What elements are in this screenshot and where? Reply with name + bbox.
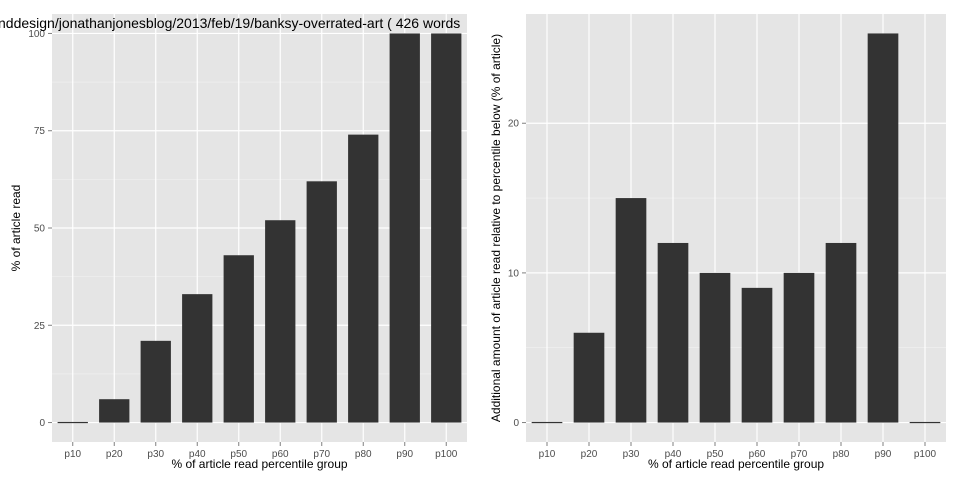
x-tick-label: p80 <box>833 449 850 460</box>
x-tick-label: p40 <box>665 449 682 460</box>
x-tick-label: p90 <box>396 449 413 460</box>
x-tick-label: p100 <box>914 449 937 460</box>
bar-p100 <box>909 421 941 424</box>
bar-p80 <box>348 134 379 423</box>
y-axis-title: Additional amount of article read relati… <box>489 34 503 422</box>
x-tick-label: p30 <box>623 449 640 460</box>
x-tick-label: p50 <box>707 449 724 460</box>
bar-p10 <box>57 421 88 424</box>
bar-p90 <box>867 33 899 423</box>
y-axis-title: % of article read <box>9 185 23 272</box>
bar-p10 <box>531 421 563 424</box>
x-tick-label: p20 <box>581 449 598 460</box>
bar-p50 <box>699 272 731 423</box>
x-tick-label: p20 <box>106 449 123 460</box>
chart-right: 0 10 20 p10 p20 p30 p40 p50 p60 p70 p80 p90 p100 % of… <box>489 14 946 471</box>
bar-p70 <box>783 272 815 423</box>
bar-p80 <box>825 242 857 423</box>
x-tick-label: p90 <box>875 449 892 460</box>
bar-p70 <box>306 181 337 423</box>
bar-p40 <box>657 242 689 423</box>
x-tick-label: p60 <box>272 449 289 460</box>
y-tick-label: 50 <box>34 224 46 235</box>
chart-title: nddesign/jonathanjonesblog/2013/feb/19/b… <box>0 15 460 31</box>
bar-p30 <box>140 340 171 423</box>
x-axis-title: % of article read percentile group <box>648 457 824 471</box>
bar-p100 <box>431 33 462 423</box>
x-axis-title: % of article read percentile group <box>171 457 347 471</box>
y-tick-label: 0 <box>513 418 519 429</box>
bar-p40 <box>182 294 213 423</box>
x-tick-label: p30 <box>147 449 164 460</box>
x-tick-label: p70 <box>313 449 330 460</box>
x-tick-label: p70 <box>791 449 808 460</box>
bar-p50 <box>223 255 254 423</box>
bar-p60 <box>265 220 296 423</box>
bar-p20 <box>573 332 605 423</box>
y-tick-label: 20 <box>508 119 520 130</box>
y-tick-label: 25 <box>34 321 46 332</box>
y-tick-label: 10 <box>508 268 520 279</box>
x-tick-label: p10 <box>64 449 81 460</box>
bar-p90 <box>389 33 420 423</box>
chart-left: 0 25 50 75 100 p10 p20 p30 p40 p50 p60 p70 p80 p90 p10… <box>0 14 467 471</box>
x-tick-label: p100 <box>435 449 458 460</box>
x-tick-label: p40 <box>189 449 206 460</box>
y-tick-label: 0 <box>39 418 45 429</box>
bar-p20 <box>99 399 130 423</box>
x-tick-label: p10 <box>539 449 556 460</box>
x-tick-label: p80 <box>355 449 372 460</box>
bar-p60 <box>741 287 773 423</box>
bar-p30 <box>615 198 647 423</box>
x-tick-label: p60 <box>749 449 766 460</box>
x-tick-label: p50 <box>230 449 247 460</box>
y-tick-label: 75 <box>34 126 46 137</box>
y-tick-label: 100 <box>28 29 45 40</box>
